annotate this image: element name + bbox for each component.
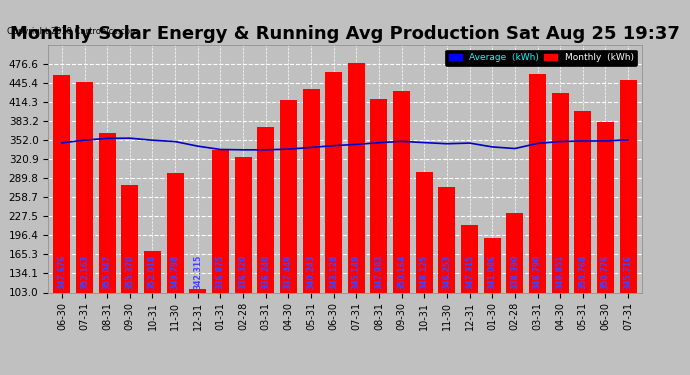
Text: 345.716: 345.716 [624,255,633,290]
Text: 343.128: 343.128 [329,255,338,290]
Legend: Average  (kWh), Monthly  (kWh): Average (kWh), Monthly (kWh) [445,50,637,66]
Bar [99,133,116,356]
Text: 345.149: 345.149 [352,255,361,290]
Bar [189,289,206,356]
Bar [167,172,184,356]
Text: 349.798: 349.798 [170,255,179,290]
Bar [235,157,252,356]
Text: 347.315: 347.315 [465,255,474,290]
Text: 336.240: 336.240 [262,255,270,290]
Bar [76,82,93,356]
Bar [416,172,433,356]
Text: 338.390: 338.390 [511,255,520,290]
Bar [461,225,478,356]
Text: 342.315: 342.315 [193,255,202,290]
Bar [484,238,501,356]
Text: 350.164: 350.164 [397,255,406,290]
Text: 347.983: 347.983 [375,255,384,290]
Bar [212,150,229,356]
Text: 355.370: 355.370 [126,255,135,290]
Bar [325,72,342,355]
Text: 352.163: 352.163 [80,255,89,290]
Bar [302,89,319,356]
Bar [620,80,637,356]
Text: 346.253: 346.253 [442,255,451,290]
Bar [529,74,546,356]
Text: 340.243: 340.243 [306,255,315,290]
Text: 336.320: 336.320 [239,255,248,290]
Bar [257,127,274,355]
Bar [53,75,70,355]
Bar [393,91,410,356]
Bar [371,99,388,356]
Text: 349.851: 349.851 [555,255,564,290]
Bar [144,251,161,356]
Bar [552,93,569,356]
Bar [574,111,591,356]
Bar [121,186,138,356]
Bar [438,187,455,356]
Bar [280,100,297,356]
Bar [348,63,365,355]
Text: 352.018: 352.018 [148,255,157,290]
Text: 336.875: 336.875 [216,255,225,290]
Text: 347.676: 347.676 [57,255,66,290]
Bar [597,123,614,356]
Bar [506,213,523,356]
Text: Copyright 2018 Cartronics.com: Copyright 2018 Cartronics.com [7,27,138,36]
Text: 341.086: 341.086 [488,255,497,290]
Text: 337.449: 337.449 [284,255,293,290]
Text: 346.790: 346.790 [533,255,542,290]
Title: Monthly Solar Energy & Running Avg Production Sat Aug 25 19:37: Monthly Solar Energy & Running Avg Produ… [10,26,680,44]
Text: 350.776: 350.776 [601,255,610,290]
Text: 348.125: 348.125 [420,255,428,290]
Text: 350.768: 350.768 [578,255,587,290]
Text: 355.047: 355.047 [103,255,112,290]
